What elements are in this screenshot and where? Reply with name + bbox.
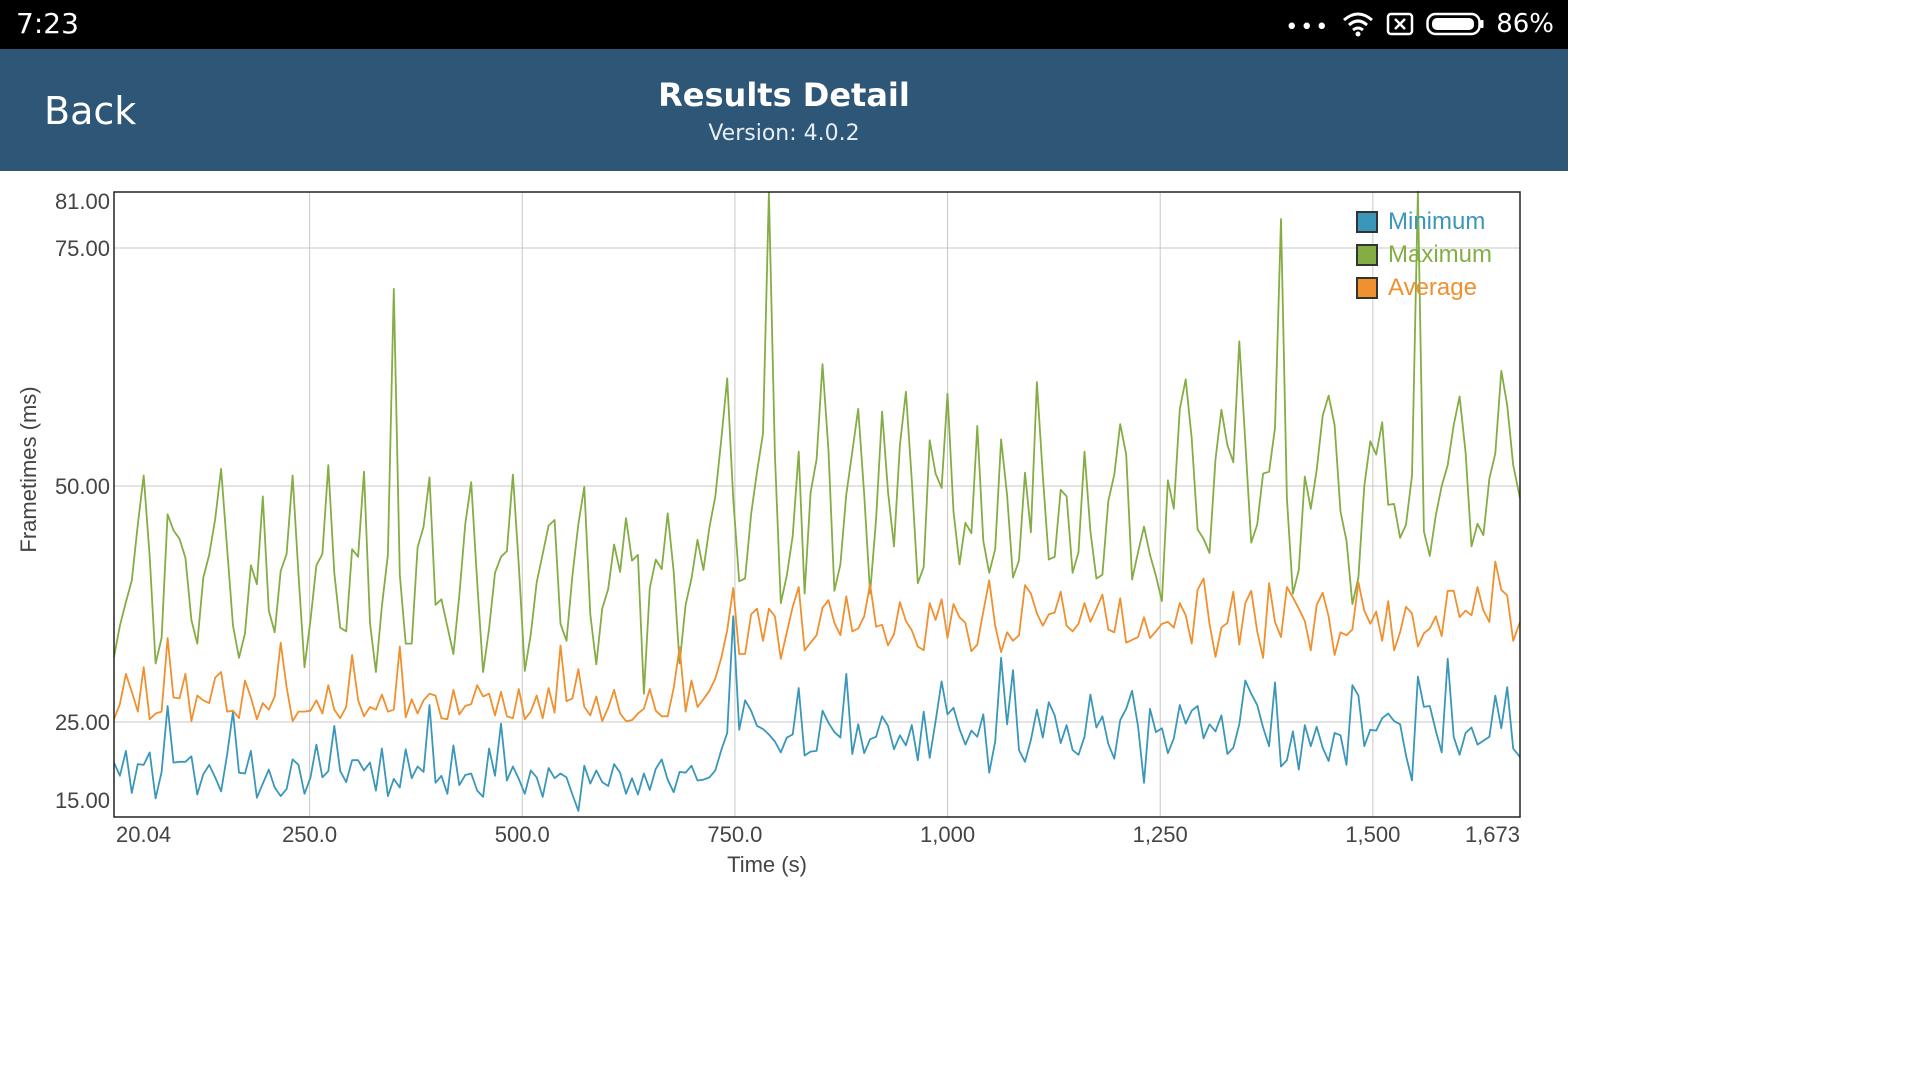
legend-item-average: Average	[1356, 271, 1492, 304]
more-dots-icon: •••	[1285, 14, 1331, 40]
page-title: Results Detail	[658, 76, 910, 114]
battery-icon	[1426, 12, 1484, 36]
y-axis-title: Frametimes (ms)	[16, 386, 41, 552]
x-tick-label: 250.0	[282, 822, 337, 847]
back-button[interactable]: Back	[44, 89, 137, 133]
plot-border	[113, 191, 1521, 818]
y-tick-label: 75.00	[55, 236, 110, 261]
legend-label-average: Average	[1388, 273, 1477, 301]
y-tick-label: 81.00	[55, 189, 110, 214]
sim-off-icon	[1386, 12, 1414, 36]
version-subtitle: Version: 4.0.2	[708, 121, 860, 146]
status-icons: ••• 86%	[1285, 8, 1554, 40]
wifi-icon	[1342, 11, 1374, 37]
x-tick-label: 1,673	[1465, 822, 1520, 847]
frametimes-chart: 15.00 25.00 50.00 75.00 81.00 20.04 250.0 500.0…	[0, 171, 1568, 882]
chart-legend: Minimum Maximum Average	[1356, 205, 1492, 304]
plot-area	[114, 192, 1520, 817]
legend-label-maximum: Maximum	[1388, 240, 1493, 268]
y-tick-label: 25.00	[55, 710, 110, 735]
legend-swatch-average	[1356, 276, 1378, 299]
y-tick-label: 15.00	[55, 788, 110, 813]
chart-svg: 15.00 25.00 50.00 75.00 81.00 20.04 250.0 500.0…	[16, 189, 1521, 877]
series-line-maximum	[113, 190, 1521, 695]
legend-item-maximum: Maximum	[1356, 238, 1492, 271]
legend-swatch-minimum	[1356, 210, 1378, 233]
legend-item-minimum: Minimum	[1356, 205, 1492, 238]
series-line-average	[113, 560, 1521, 722]
status-bar: 7:23 ••• 86%	[0, 0, 1568, 49]
x-tick-label: 1,250	[1133, 822, 1188, 847]
x-tick-label: 20.04	[116, 822, 171, 847]
series-line-minimum	[113, 615, 1521, 812]
legend-label-minimum: Minimum	[1388, 207, 1486, 235]
status-time: 7:23	[16, 7, 79, 40]
x-tick-label: 500.0	[495, 822, 550, 847]
y-tick-label: 50.00	[55, 474, 110, 499]
legend-swatch-maximum	[1356, 243, 1378, 266]
x-tick-label: 1,500	[1345, 822, 1400, 847]
x-tick-label: 1,000	[920, 822, 975, 847]
x-axis-title: Time (s)	[727, 852, 807, 877]
battery-percent: 86%	[1496, 9, 1554, 39]
x-tick-label: 750.0	[707, 822, 762, 847]
app-bar: Back Results Detail Version: 4.0.2	[0, 49, 1568, 171]
